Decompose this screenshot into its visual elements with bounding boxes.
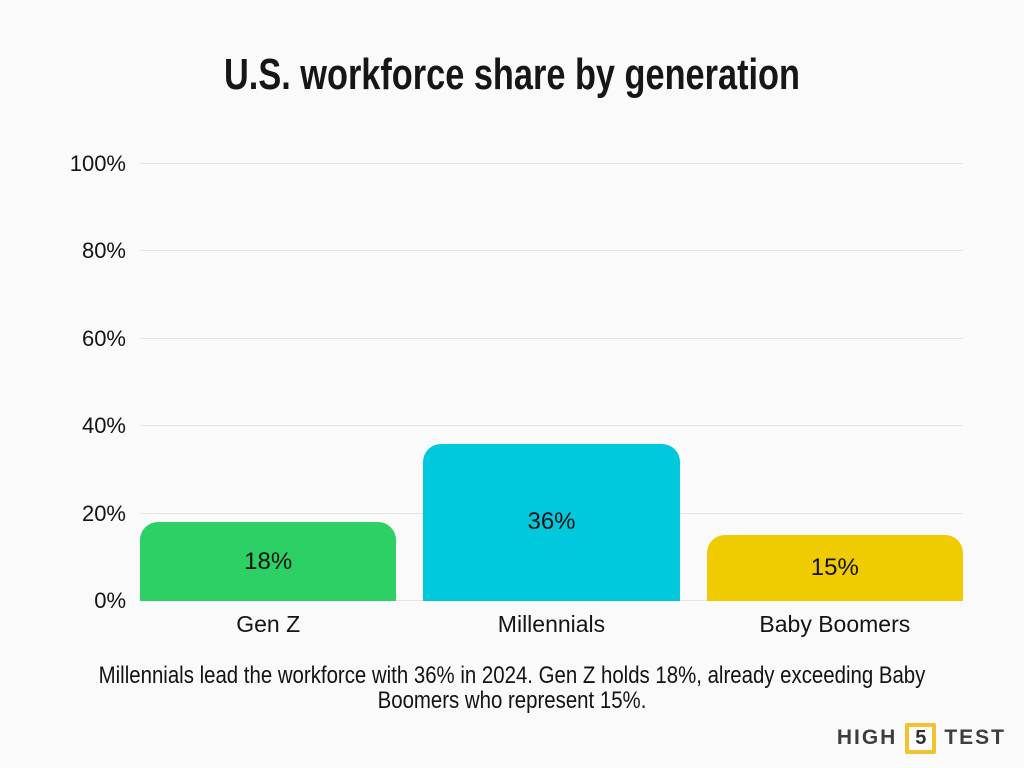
bar-millennials: 36% [423, 443, 680, 601]
high5test-logo: HIGH 5 TEST [837, 721, 1006, 755]
bar-value-label: 15% [810, 554, 859, 582]
bar-value-label: 18% [244, 547, 293, 575]
bar-gen-z: 18% [140, 522, 397, 601]
gridline [140, 337, 963, 339]
logo-text-right: TEST [944, 726, 1006, 749]
bar-value-label: 36% [527, 508, 576, 536]
y-tick-label: 60% [81, 325, 126, 351]
x-category-label: Baby Boomers [759, 611, 911, 637]
y-tick-label: 100% [69, 151, 126, 176]
gridline [140, 250, 963, 252]
bar-baby-boomers: 15% [706, 535, 963, 601]
logo-text-left: HIGH [836, 726, 898, 749]
gridline [140, 163, 963, 164]
y-tick-label: 0% [94, 588, 126, 613]
gridline [140, 425, 963, 427]
plot-area: 18% 36% 15% [140, 163, 963, 601]
x-category-label: Gen Z [236, 611, 301, 637]
x-category-label: Millennials [497, 611, 606, 637]
chart-caption: Millennials lead the workforce with 36% … [98, 662, 926, 714]
x-axis: Gen Z Millennials Baby Boomers [140, 610, 963, 642]
y-tick-label: 80% [81, 238, 126, 264]
y-axis: 0% 20% 40% 60% 80% 100% [0, 151, 126, 613]
chart-title: U.S. workforce share by generation [223, 50, 800, 99]
y-tick-label: 20% [81, 500, 126, 526]
y-tick-label: 40% [81, 413, 126, 439]
logo-number-box: 5 [905, 722, 937, 754]
